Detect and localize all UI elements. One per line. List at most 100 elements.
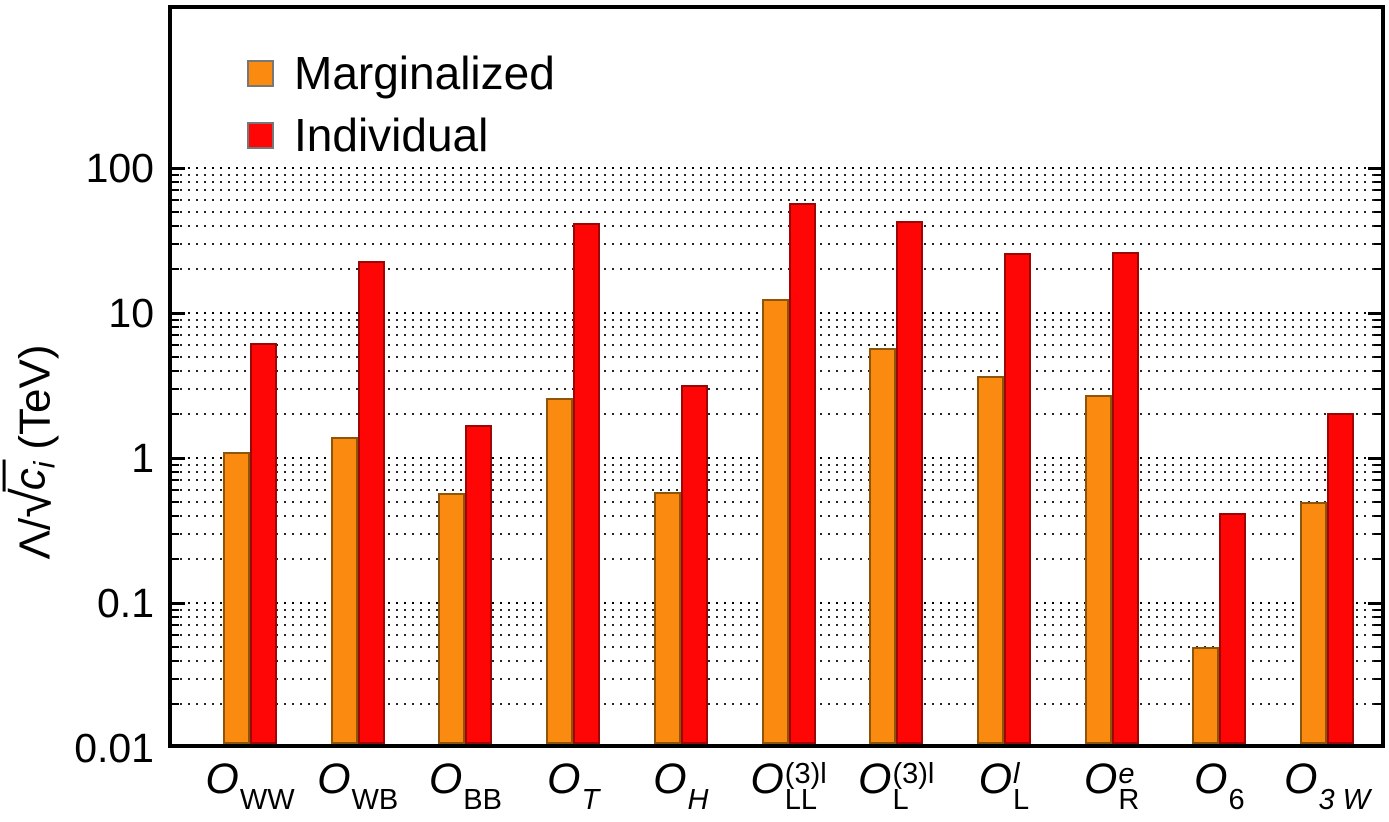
x-axis-label-scripts: BB (463, 761, 502, 815)
legend-label: Marginalized (294, 47, 555, 99)
y-axis-tick (172, 489, 179, 492)
y-axis-tick (1374, 471, 1381, 474)
x-axis-label-base: O (1083, 755, 1118, 803)
bar-individual-O_BB (465, 424, 493, 744)
y-axis-tick (172, 167, 185, 170)
y-axis-tick (1374, 344, 1381, 347)
legend-swatch-individual (247, 121, 274, 149)
x-axis-label-base: O (1283, 755, 1318, 803)
x-axis-label-superscript: e (1118, 758, 1135, 790)
y-axis-tick (1374, 500, 1381, 503)
x-axis-label-subscript: LL (784, 784, 818, 816)
y-axis-tick (1374, 242, 1381, 245)
x-axis-label-scripts: WB (352, 761, 399, 815)
y-axis-tick (1374, 677, 1381, 680)
bar-individual-O_WW (250, 343, 277, 744)
y-axis-tick (1374, 514, 1381, 517)
y-axis-tick (1374, 413, 1381, 416)
y-axis-tick (172, 369, 179, 372)
x-axis-label: O BB (429, 758, 502, 815)
y-axis-tick (172, 334, 179, 337)
x-axis-label-subscript: T (581, 784, 600, 816)
y-axis-tick (172, 344, 179, 347)
bar-marginalized-O_L^l (976, 375, 1004, 744)
x-axis-label-superscript: l (1013, 758, 1020, 790)
x-axis-label-subscript: 6 (1228, 784, 1245, 816)
x-axis-label-base: O (1194, 755, 1228, 803)
y-axis-tick (172, 355, 179, 358)
x-axis-label: O WB (317, 755, 399, 815)
x-axis-label-subscript: H (687, 784, 709, 816)
x-axis-label: O (3)l LL (750, 758, 826, 816)
y-axis-tick (172, 645, 179, 648)
x-axis-label-base: O (858, 755, 892, 803)
y-axis-tick (172, 173, 179, 176)
x-axis-label-base: O (205, 755, 239, 803)
y-axis-tick (172, 463, 179, 466)
x-axis-label-scripts: (3)l L (892, 760, 934, 816)
y-axis-tick (172, 608, 179, 611)
y-axis-tick (172, 471, 179, 474)
bar-individual-O_L^l (1003, 252, 1031, 744)
x-axis-label-subscript: L (892, 784, 909, 816)
y-axis-tick (172, 387, 179, 390)
x-axis-label-base: O (317, 755, 351, 803)
y-axis-tick (1368, 602, 1381, 605)
x-axis-label: O (3)l L (858, 755, 934, 816)
y-axis-tick (1374, 334, 1381, 337)
y-axis-tick (1374, 318, 1381, 321)
y-tick-label: 1 (131, 435, 154, 481)
x-axis-label: O H (653, 758, 709, 816)
x-axis-label-base: O (978, 755, 1013, 803)
y-axis-tick (1368, 167, 1381, 170)
y-axis-tick (1374, 489, 1381, 492)
bar-individual-O_WB (357, 260, 385, 744)
gridline (172, 210, 1381, 213)
y-axis-tick (172, 558, 179, 561)
gridline (172, 189, 1381, 192)
y-axis-tick (1374, 224, 1381, 227)
y-axis-tick (1374, 355, 1381, 358)
y-axis-tick (172, 312, 185, 315)
x-axis-label-scripts: WW (240, 761, 295, 815)
y-axis-tick (1374, 624, 1381, 627)
y-axis-tick (172, 624, 179, 627)
y-axis-tick (1374, 532, 1381, 535)
x-axis-label-subscript: R (1118, 784, 1140, 816)
bar-marginalized-O_BB (438, 493, 466, 744)
y-axis-tick (1374, 173, 1381, 176)
bar-individual-O_3W (1327, 412, 1354, 744)
y-axis-tick (172, 199, 179, 202)
y-axis-tick (172, 703, 179, 706)
gridline (172, 173, 1381, 176)
gridline (172, 242, 1381, 245)
sqrt-radical-icon: √ (2, 488, 63, 518)
y-axis-unit: (TeV) (10, 344, 60, 450)
y-axis-tick (1374, 479, 1381, 482)
y-tick-label: 10 (108, 290, 154, 336)
bar-individual-O_T (573, 222, 601, 744)
y-axis-title-prefix: Λ/ (10, 517, 60, 560)
x-axis-label-subscript: L (1013, 784, 1030, 816)
y-tick-label: 0.01 (74, 725, 154, 771)
y-axis-tick (1374, 181, 1381, 184)
bar-individual-O_H (680, 384, 708, 744)
bar-individual-O_L^(3)l (896, 221, 924, 744)
y-axis-tick (1374, 387, 1381, 390)
y-axis-tick (172, 189, 179, 192)
x-axis-label: O 3 W (1283, 755, 1370, 815)
legend-item: Individual (247, 104, 555, 166)
y-axis-tick (1368, 312, 1381, 315)
gridline (172, 268, 1381, 271)
y-axis-tick (172, 318, 179, 321)
plot-area: Marginalized Individual (168, 5, 1385, 748)
legend: Marginalized Individual (247, 42, 555, 166)
bar-marginalized-O_WB (330, 436, 358, 744)
bar-marginalized-O_WW (223, 452, 250, 744)
y-tick-label: 0.1 (97, 580, 154, 626)
y-axis-tick (1374, 189, 1381, 192)
y-axis-tick (172, 457, 185, 460)
bar-individual-O_6 (1219, 512, 1247, 744)
